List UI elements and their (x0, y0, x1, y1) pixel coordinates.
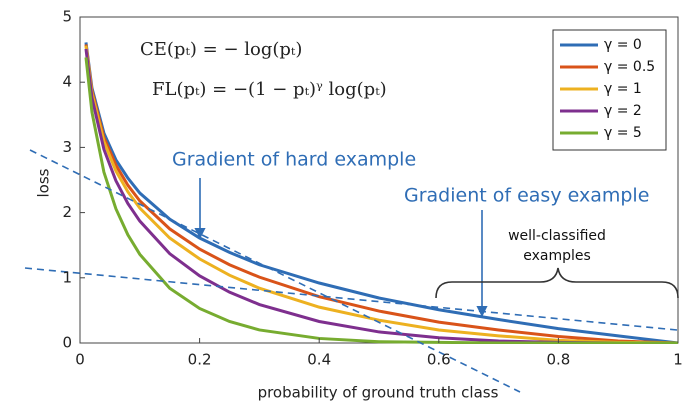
y-tick-label: 5 (62, 8, 72, 26)
legend-label: γ = 0.5 (604, 59, 655, 75)
y-tick-label: 0 (62, 334, 72, 352)
series-line (84, 45, 678, 344)
series-line (84, 48, 678, 344)
legend-label: γ = 2 (604, 103, 642, 119)
annotation-region: well-classified (508, 228, 606, 244)
series-line (84, 57, 678, 344)
x-tick-label: 0 (75, 351, 85, 369)
lines-layer (84, 42, 678, 344)
legend-label: γ = 1 (604, 81, 642, 97)
annotation-region: examples (523, 248, 591, 264)
x-tick-label: 0.4 (307, 351, 331, 369)
formula-fl: FL(pₜ) = −(1 − pₜ)ᵞ log(pₜ) (152, 79, 387, 100)
series-line (84, 42, 678, 344)
x-axis-label: probability of ground truth class (258, 384, 499, 402)
x-tick-label: 0.6 (427, 351, 451, 369)
brace (435, 267, 679, 299)
formula-ce: CE(pₜ) = − log(pₜ) (140, 39, 302, 60)
annotation-hard: Gradient of hard example (172, 149, 416, 171)
easy-tangent (24, 267, 678, 331)
y-axis-label: loss (35, 168, 53, 197)
x-tick-label: 0.8 (546, 351, 570, 369)
x-tick-label: 0.2 (188, 351, 212, 369)
legend-label: γ = 5 (604, 125, 642, 141)
annotation-easy: Gradient of easy example (404, 185, 649, 207)
legend-label: γ = 0 (604, 37, 642, 53)
y-tick-label: 3 (62, 138, 72, 156)
y-tick-label: 1 (62, 268, 72, 286)
y-tick-label: 2 (62, 203, 72, 221)
series-line (84, 44, 678, 344)
y-tick-label: 4 (62, 73, 72, 91)
x-tick-label: 1 (673, 351, 683, 369)
